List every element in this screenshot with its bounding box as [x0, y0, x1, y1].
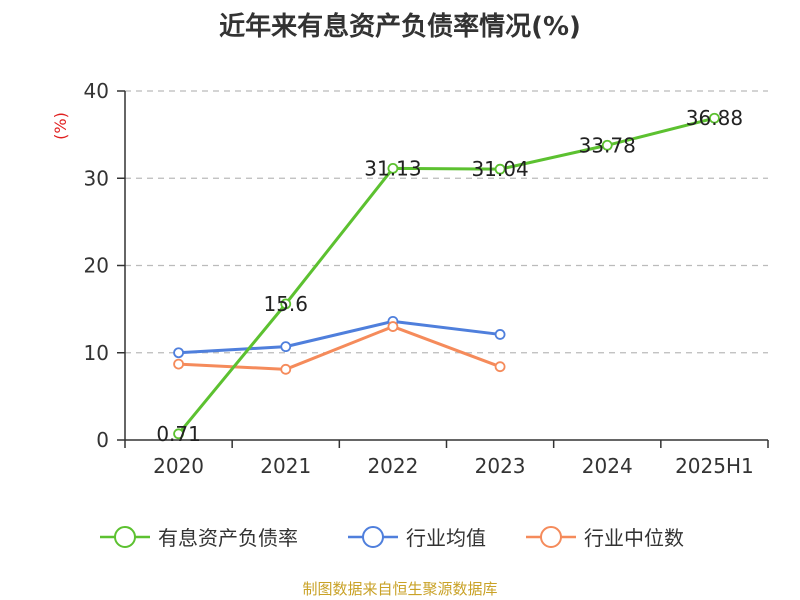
data-label: 31.13: [364, 156, 421, 180]
data-label: 31.04: [471, 157, 528, 181]
series-line: [178, 319, 501, 355]
data-point: [280, 363, 292, 375]
y-tick-label: 0: [96, 428, 109, 452]
y-tick-label: 30: [84, 166, 109, 190]
y-tick-label: 10: [84, 341, 109, 365]
legend-label: 行业中位数: [584, 526, 684, 550]
data-point: [601, 139, 613, 151]
y-tick-label: 20: [84, 254, 109, 278]
series-line: [177, 116, 715, 435]
data-point: [494, 163, 506, 175]
data-point: [709, 112, 720, 124]
data-point: [173, 347, 184, 359]
data-point: [280, 298, 292, 310]
data-point: [173, 428, 184, 440]
data-point: [173, 358, 184, 370]
data-point: [280, 341, 292, 353]
x-tick-label: 2024: [582, 454, 633, 478]
data-label: 0.71: [156, 422, 201, 446]
x-tick-label: 2025H1: [675, 454, 754, 478]
y-axis-label: (%): [51, 112, 70, 140]
legend-label: 有息资产负债率: [158, 526, 298, 550]
data-point: [387, 321, 399, 332]
data-label: 15.6: [263, 292, 308, 316]
chart-title: 近年来有息资产负债率情况(%): [219, 12, 581, 42]
legend-marker: [114, 526, 136, 548]
x-tick-label: 2023: [475, 454, 526, 478]
source-note: 制图数据来自恒生聚源数据库: [302, 580, 498, 598]
data-label: 33.78: [579, 133, 636, 157]
data-point: [387, 162, 399, 174]
legend-marker: [362, 526, 384, 548]
x-tick-label: 2020: [153, 454, 204, 478]
legend-marker: [540, 526, 562, 548]
y-tick-label: 40: [84, 79, 109, 103]
legend-label: 行业均值: [406, 526, 486, 550]
x-tick-label: 2021: [260, 454, 311, 478]
data-label: 36.88: [686, 106, 743, 130]
data-point: [494, 329, 506, 340]
data-point: [494, 361, 506, 373]
x-tick-label: 2022: [367, 454, 418, 478]
